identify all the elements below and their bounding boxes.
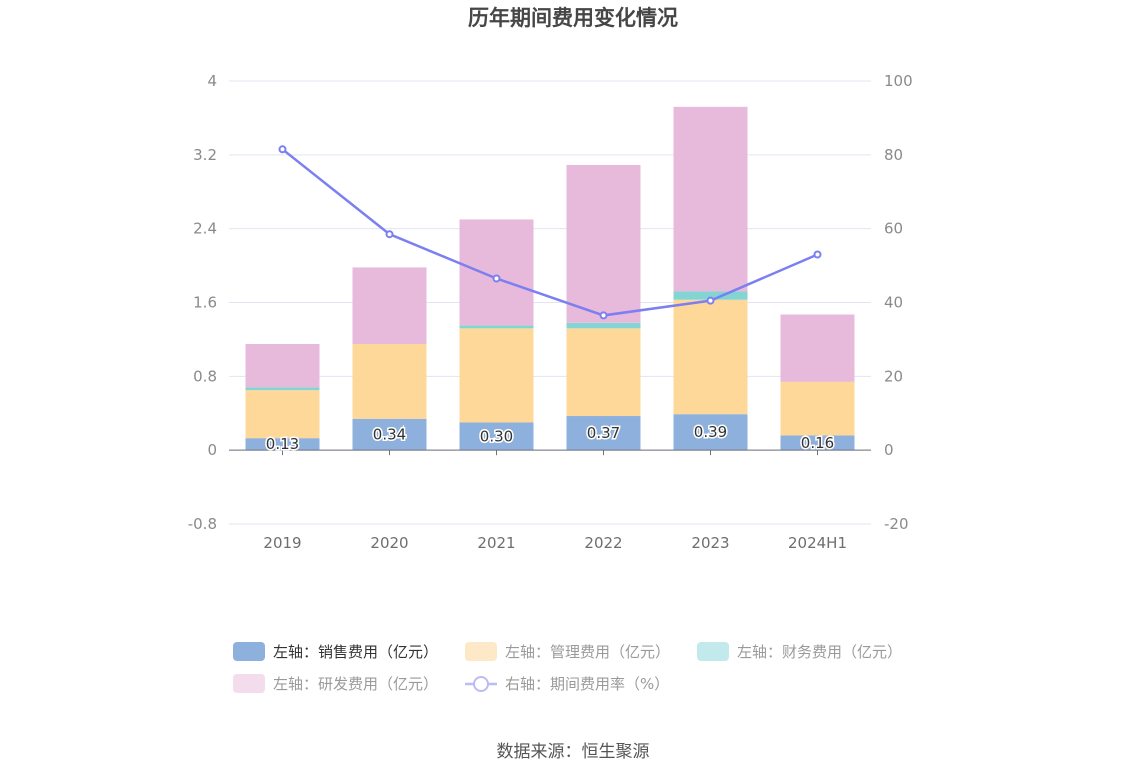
bar-data-label: 0.16 [801, 434, 834, 452]
left-tick-label: 4 [207, 72, 217, 90]
legend-marker [473, 676, 489, 692]
line-point[interactable] [278, 145, 287, 154]
bar-segment-3[interactable] [566, 164, 641, 323]
left-tick-label: 3.2 [193, 146, 217, 164]
source-note: 数据来源：恒生聚源 [497, 742, 650, 762]
bar-segment-1[interactable] [245, 390, 320, 439]
x-axis: 2019 2020 2021 2022 2023 2024H1 [229, 449, 871, 552]
chart-title: 历年期间费用变化情况 [468, 6, 678, 30]
right-tick-label: 0 [884, 441, 894, 459]
bar-segment-0[interactable] [459, 422, 534, 451]
x-tick-label: 2023 [691, 534, 729, 552]
bar-data-label: 0.30 [480, 427, 513, 445]
legend-label: 左轴：销售费用（亿元） [273, 643, 438, 661]
line-series [278, 145, 822, 320]
right-tick-label: -20 [884, 515, 909, 533]
left-axis-ticks: 4 3.2 2.4 1.6 0.8 0 -0.8 [188, 72, 217, 533]
right-tick-label: 40 [884, 294, 903, 312]
legend-label: 右轴：期间费用率（%） [505, 675, 669, 693]
bar-segment-1[interactable] [566, 328, 641, 417]
bar-segment-1[interactable] [673, 299, 748, 415]
bar-segment-1[interactable] [780, 381, 855, 436]
bar-segment-3[interactable] [780, 314, 855, 382]
bar-segment-3[interactable] [245, 344, 320, 388]
bar-segment-1[interactable] [352, 344, 427, 419]
legend-swatch [233, 674, 265, 693]
legend-item[interactable]: 左轴：财务费用（亿元） [697, 642, 902, 661]
right-tick-label: 60 [884, 220, 903, 238]
right-tick-label: 80 [884, 146, 903, 164]
bar-segment-0[interactable] [245, 438, 320, 451]
legend-item[interactable]: 左轴：研发费用（亿元） [233, 674, 438, 693]
line-point[interactable] [385, 230, 394, 239]
legend[interactable]: 左轴：销售费用（亿元） 左轴：管理费用（亿元） 左轴：财务费用（亿元） 左轴：研发费用… [233, 642, 902, 693]
legend-swatch [233, 642, 265, 661]
x-tick-label: 2024H1 [788, 534, 847, 552]
x-tick-label: 2019 [263, 534, 301, 552]
bar-data-label: 0.34 [373, 425, 406, 443]
grid [229, 80, 871, 525]
bar-segment-0[interactable] [352, 418, 427, 451]
line-point[interactable] [599, 311, 608, 320]
x-tick-label: 2021 [477, 534, 515, 552]
bar-segment-2[interactable] [245, 387, 320, 391]
bar-segment-0[interactable] [780, 435, 855, 451]
right-tick-label: 100 [884, 72, 913, 90]
bar-data-label: 0.39 [694, 423, 727, 441]
bar-labels: 0.13 0.34 0.30 0.37 0.39 0.16 [264, 422, 835, 455]
expense-ratio-line[interactable] [281, 148, 818, 317]
left-tick-label: 0 [207, 441, 217, 459]
legend-item[interactable]: 左轴：管理费用（亿元） [465, 642, 670, 661]
bar-data-label: 0.13 [266, 435, 299, 453]
bar-segment-3[interactable] [673, 106, 748, 292]
legend-label: 左轴：管理费用（亿元） [505, 643, 670, 661]
x-tick-label: 2020 [370, 534, 408, 552]
x-tick-label: 2022 [584, 534, 622, 552]
bar-series [245, 106, 855, 451]
legend-item[interactable]: 右轴：期间费用率（%） [465, 675, 669, 693]
left-tick-label: 1.6 [193, 294, 217, 312]
bar-segment-0[interactable] [566, 416, 641, 451]
legend-item[interactable]: 左轴：销售费用（亿元） [233, 642, 438, 661]
line-point[interactable] [706, 296, 715, 305]
right-tick-label: 20 [884, 367, 903, 385]
left-tick-label: -0.8 [188, 515, 217, 533]
legend-swatch [465, 642, 497, 661]
legend-label: 左轴：研发费用（亿元） [273, 675, 438, 693]
bar-segment-2[interactable] [673, 291, 748, 300]
bar-segment-1[interactable] [459, 328, 534, 423]
bar-segment-0[interactable] [673, 414, 748, 451]
right-axis-ticks: 100 80 60 40 20 0 -20 [884, 72, 913, 533]
bar-segment-2[interactable] [459, 325, 534, 329]
line-point[interactable] [492, 274, 501, 283]
left-tick-label: 2.4 [193, 220, 217, 238]
bar-segment-3[interactable] [352, 267, 427, 345]
bar-data-label: 0.37 [587, 424, 620, 442]
line-point[interactable] [813, 250, 822, 259]
bar-segment-2[interactable] [566, 322, 641, 329]
bar-segment-3[interactable] [459, 219, 534, 326]
legend-label: 左轴：财务费用（亿元） [737, 643, 902, 661]
left-tick-label: 0.8 [193, 367, 217, 385]
legend-swatch [697, 642, 729, 661]
